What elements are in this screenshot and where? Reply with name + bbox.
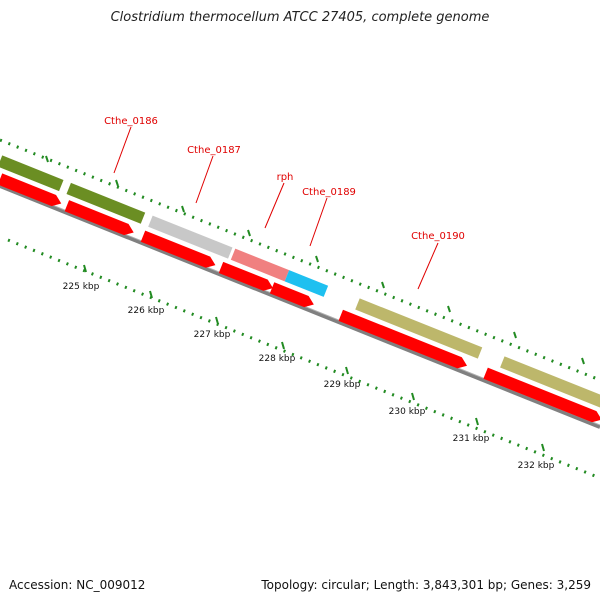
accession-label: Accession: NC_009012	[9, 578, 146, 592]
scale-label-226: 226 kbp	[128, 306, 165, 316]
gene-block-khaki-right[interactable]	[500, 356, 600, 413]
gene-block-cthe-0190[interactable]	[355, 298, 483, 359]
cds-arrow-3[interactable]	[140, 230, 218, 271]
cds-arrow-4[interactable]	[218, 261, 275, 294]
cds-arrow-5[interactable]	[269, 282, 316, 310]
gene-label-rph: rph	[277, 172, 294, 183]
scale-label-230: 230 kbp	[389, 407, 426, 417]
cds-arrow-6[interactable]	[338, 309, 470, 372]
genome-backbone	[0, 184, 600, 429]
gene-label-cthe-0189: Cthe_0189	[302, 187, 356, 198]
scale-label-229: 229 kbp	[324, 380, 361, 390]
cds-arrow-2[interactable]	[64, 200, 136, 238]
gene-block-rph[interactable]	[230, 248, 290, 282]
outer-major-ticks	[45, 155, 585, 365]
gene-block-olive-left[interactable]	[0, 155, 64, 192]
gene-callout-lines	[113, 126, 439, 290]
map-title: Clostridium thermocellum ATCC 27405, com…	[110, 10, 490, 25]
cds-arrow-1[interactable]	[0, 173, 64, 209]
scale-label-225: 225 kbp	[63, 282, 100, 292]
gene-label-cthe-0187: Cthe_0187	[187, 145, 241, 156]
gene-block-cthe-0186[interactable]	[66, 182, 146, 224]
scale-label-231: 231 kbp	[453, 434, 490, 444]
outer-tick-track	[0, 138, 600, 382]
scale-label-228: 228 kbp	[259, 354, 296, 364]
cds-arrow-7[interactable]	[483, 367, 600, 426]
scale-label-232: 232 kbp	[518, 461, 555, 471]
gene-block-cthe-0189[interactable]	[284, 270, 329, 297]
inner-major-ticks	[83, 264, 545, 452]
gene-label-cthe-0190: Cthe_0190	[411, 231, 465, 242]
inner-tick-track	[7, 238, 600, 480]
gene-label-cthe-0186: Cthe_0186	[104, 116, 158, 127]
gene-block-cthe-0187[interactable]	[148, 215, 233, 259]
genome-summary: Topology: circular; Length: 3,843,301 bp…	[261, 578, 591, 592]
scale-label-227: 227 kbp	[194, 330, 231, 340]
